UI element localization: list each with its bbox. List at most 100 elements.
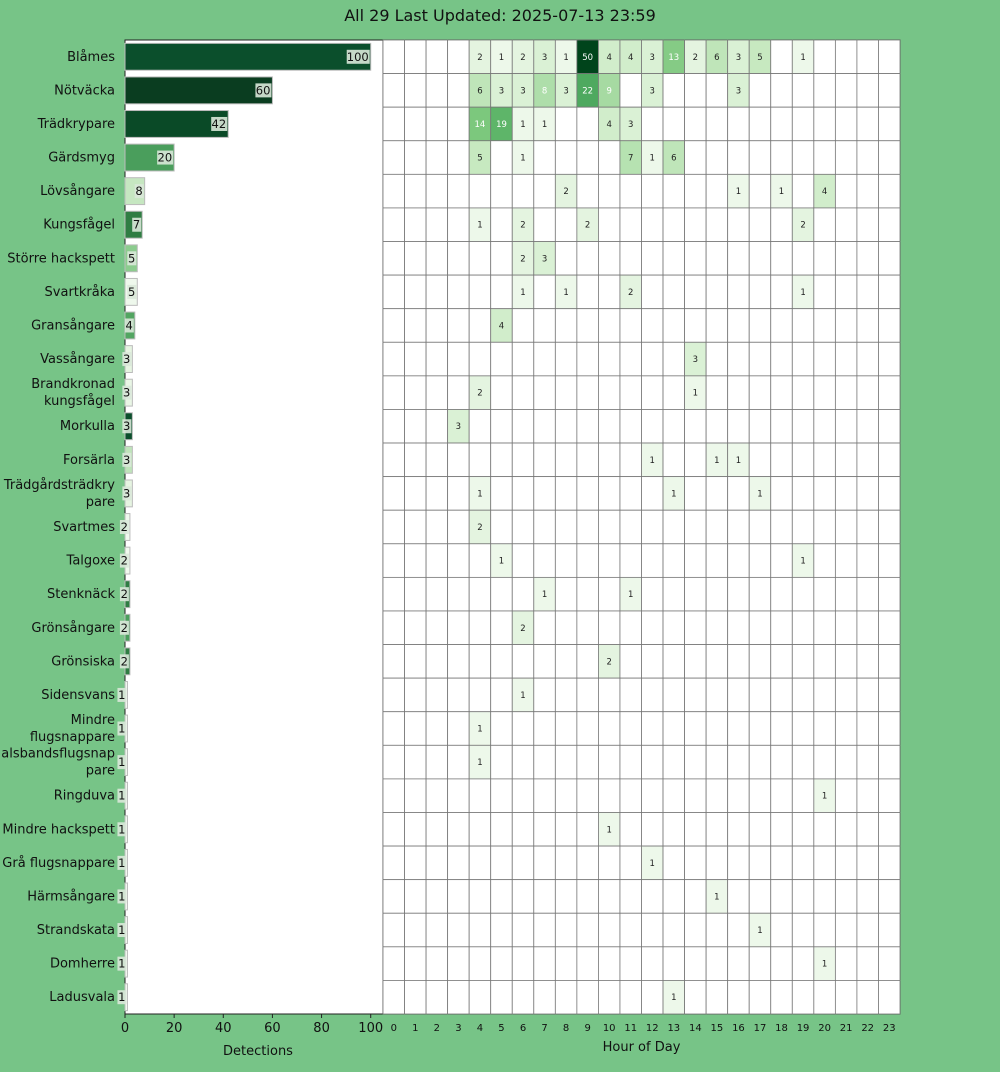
category-label-line: Stenknäck [47, 587, 115, 602]
heatmap-cell [511, 879, 535, 914]
bar-value-bg [117, 721, 127, 736]
heatmap-cell [791, 442, 815, 478]
heatmap-cell [791, 409, 815, 444]
x-tick-label: 80 [313, 1021, 330, 1036]
heatmap-cell [511, 946, 535, 981]
heatmap-cell [748, 308, 772, 343]
heatmap-cell [770, 140, 793, 175]
heatmap-cell [404, 812, 427, 847]
heatmap-cell [576, 778, 599, 813]
heatmap-cell [468, 543, 492, 578]
heatmap-cell [598, 476, 621, 511]
heatmap-cell [425, 409, 449, 444]
heatmap-cell [770, 845, 793, 881]
bar-value-label: 3 [123, 486, 130, 500]
heatmap-cell [856, 744, 879, 780]
heatmap-cell [447, 509, 470, 545]
bar-value-bg [117, 855, 127, 870]
heatmap-cell [662, 744, 685, 780]
heatmap-cell [404, 341, 427, 377]
heatmap-cell [554, 140, 578, 175]
heatmap-cell [619, 207, 642, 242]
heatmap-cell [856, 173, 879, 209]
category-label-line: Härmsångare [27, 889, 115, 904]
heatmap-cell [813, 207, 836, 242]
heatmap-cell [878, 879, 901, 914]
bar-value-label: 3 [123, 453, 130, 467]
heatmap-cell [447, 476, 470, 511]
heatmap-cell [878, 106, 901, 142]
heatmap-cell-label: 1 [563, 288, 568, 298]
heatmap-cell [533, 308, 556, 343]
heatmap-cell [425, 912, 449, 948]
heatmap-cell [468, 677, 492, 713]
heatmap-cell [425, 946, 449, 981]
heatmap-cell [727, 274, 750, 310]
heatmap-cell-label: 1 [714, 456, 719, 466]
heatmap-cell [511, 778, 535, 813]
heatmap-cell [619, 879, 642, 914]
heatmap-cell [576, 644, 599, 679]
heatmap-cell [468, 409, 492, 444]
heatmap-cell [856, 509, 879, 545]
heatmap-cell [641, 173, 664, 209]
bar-value-label: 2 [121, 554, 128, 568]
bar-value-bg [127, 251, 137, 266]
heatmap-cell [878, 744, 901, 780]
heatmap-cell-label: 4 [606, 53, 611, 63]
heatmap-cell [834, 140, 858, 175]
heatmap-cell [490, 409, 513, 444]
heatmap-cell [490, 140, 513, 175]
bar-value-bg [157, 150, 174, 165]
heatmap-cell [684, 106, 707, 142]
hour-tick-label: 14 [689, 1023, 702, 1034]
bar-value-label: 5 [128, 285, 135, 299]
heatmap-cell [662, 207, 685, 242]
heatmap-cell [856, 778, 879, 813]
heatmap-cell [727, 341, 750, 377]
bar-value-label: 1 [118, 722, 125, 736]
x-tick-label: 100 [358, 1021, 383, 1036]
heatmap-cell [404, 912, 427, 948]
heatmap-cell [598, 845, 621, 881]
heatmap-cell [727, 375, 750, 410]
heatmap-cell [468, 644, 492, 679]
heatmap-cell-label: 3 [736, 86, 741, 96]
heatmap-cell [490, 845, 513, 881]
heatmap-cell [447, 173, 470, 209]
category-label-line: Morkulla [60, 419, 115, 434]
heatmap-cell-label: 1 [800, 288, 805, 298]
heatmap-cell [404, 576, 427, 612]
heatmap-cell-label: 1 [822, 960, 827, 970]
heatmap-cell-label: 1 [693, 389, 698, 399]
heatmap-cell [425, 980, 449, 1015]
heatmap-cell [748, 879, 772, 914]
heatmap-cell [447, 946, 470, 981]
heatmap-cell [619, 677, 642, 713]
bar-value-label: 2 [121, 520, 128, 534]
heatmap-cell [748, 375, 772, 410]
heatmap-cell [576, 677, 599, 713]
heatmap-cell [813, 241, 836, 276]
heatmap-cell [404, 879, 427, 914]
heatmap-cell [662, 308, 685, 343]
category-label: Nötväcka [54, 83, 115, 98]
heatmap-cell [813, 644, 836, 679]
heatmap-cell [533, 543, 556, 578]
heatmap-cell [598, 409, 621, 444]
heatmap-cell [878, 140, 901, 175]
heatmap-cell [447, 308, 470, 343]
bar-value-bg [117, 990, 127, 1005]
bar-value-label: 3 [123, 386, 130, 400]
heatmap-cell [382, 274, 405, 310]
heatmap-cell [684, 711, 707, 746]
heatmap-cell [813, 73, 836, 108]
heatmap-cell [576, 140, 599, 175]
heatmap-cell [468, 610, 492, 645]
heatmap-cell [598, 274, 621, 310]
heatmap-cell-label: 2 [628, 288, 633, 298]
heatmap-cell [684, 778, 707, 813]
heatmap-cell [813, 543, 836, 578]
category-label: Grönsångare [31, 621, 115, 636]
heatmap-cell [490, 341, 513, 377]
